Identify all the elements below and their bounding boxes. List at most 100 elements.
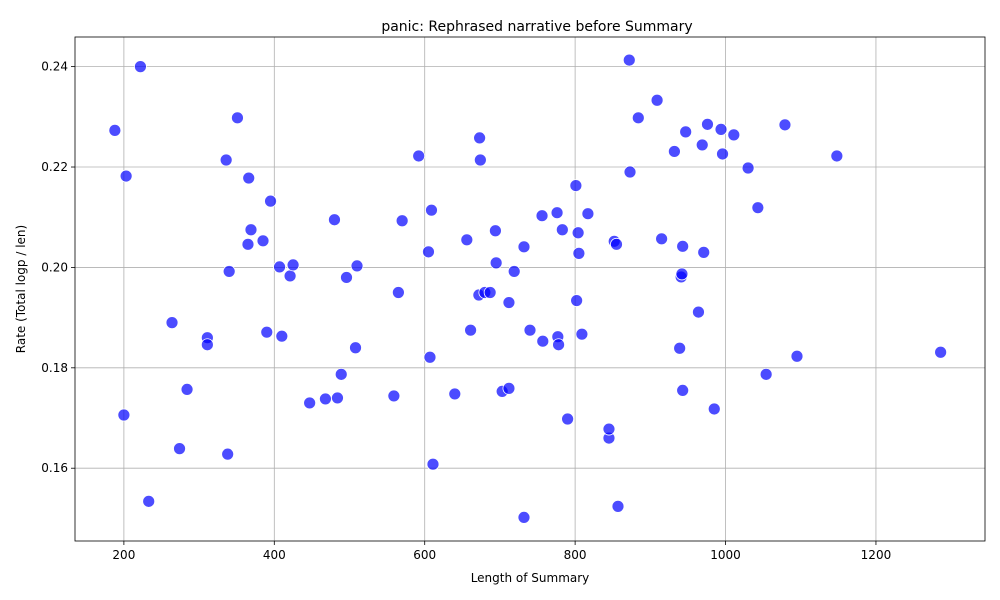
data-point <box>426 457 440 471</box>
data-point <box>489 224 502 238</box>
data-point <box>219 153 233 167</box>
data-point <box>334 367 348 381</box>
x-axis-ticks: 200 400 600 800 1000 1200 <box>112 541 891 562</box>
data-point <box>667 145 681 158</box>
data-point <box>701 117 714 131</box>
data-point <box>221 447 235 461</box>
data-point <box>676 239 690 253</box>
points-layer <box>108 53 948 524</box>
y-tick-label: 0.18 <box>41 361 68 375</box>
data-point <box>695 138 709 152</box>
data-point <box>934 345 948 359</box>
data-point <box>536 334 550 348</box>
x-axis-label: Length of Summary <box>471 571 590 585</box>
data-point <box>631 111 645 125</box>
data-point <box>331 391 344 405</box>
data-point <box>571 226 585 240</box>
data-point <box>173 442 186 456</box>
data-point <box>778 118 792 132</box>
data-point <box>673 341 687 355</box>
chart-title: panic: Rephrased narrative before Summar… <box>381 19 692 35</box>
data-point <box>570 294 584 307</box>
data-point <box>692 305 705 319</box>
data-point <box>550 206 564 220</box>
data-point <box>350 259 364 273</box>
y-axis-label: Rate (Total logp / len) <box>14 225 28 353</box>
data-point <box>425 203 438 217</box>
data-point <box>561 412 575 426</box>
data-point <box>572 246 586 260</box>
data-point <box>422 245 435 259</box>
data-point <box>241 237 255 251</box>
data-point <box>119 169 133 183</box>
data-point <box>517 240 531 254</box>
data-point <box>502 381 516 395</box>
data-point <box>349 341 362 355</box>
data-point <box>569 179 583 192</box>
data-point <box>260 325 274 339</box>
data-point <box>387 389 401 403</box>
y-tick-label: 0.20 <box>41 260 68 274</box>
data-point <box>273 260 286 274</box>
data-point <box>830 149 844 163</box>
data-point <box>460 233 474 247</box>
data-point <box>275 329 289 343</box>
x-tick-label: 200 <box>112 548 135 562</box>
data-point <box>790 349 804 363</box>
data-point <box>464 323 477 337</box>
data-point <box>200 338 214 352</box>
data-point <box>117 408 131 422</box>
data-point <box>283 269 297 283</box>
data-point <box>395 214 409 228</box>
data-point <box>264 194 277 208</box>
x-tick-label: 800 <box>564 548 587 562</box>
x-tick-label: 600 <box>413 548 436 562</box>
plot-frame <box>74 36 986 542</box>
data-point <box>222 265 236 278</box>
data-point <box>473 131 487 145</box>
data-point <box>303 396 317 410</box>
data-point <box>655 232 669 246</box>
data-point <box>489 256 503 270</box>
data-point <box>676 384 690 397</box>
data-point <box>448 387 462 401</box>
data-point <box>552 338 565 352</box>
data-point <box>714 122 728 136</box>
data-point <box>602 422 616 436</box>
data-point <box>622 53 636 67</box>
data-point <box>650 93 664 107</box>
data-point <box>244 223 258 237</box>
data-point <box>391 286 405 299</box>
data-point <box>707 402 721 416</box>
data-point <box>473 153 487 167</box>
data-point <box>142 494 156 508</box>
data-point <box>517 511 531 524</box>
data-point <box>423 350 437 364</box>
data-point <box>675 267 689 281</box>
data-point <box>575 327 589 341</box>
data-point <box>242 171 256 185</box>
x-tick-label: 1000 <box>710 548 741 562</box>
data-point <box>679 125 693 139</box>
data-point <box>231 111 244 125</box>
data-point <box>165 316 179 330</box>
data-point <box>727 128 741 142</box>
data-point <box>741 161 755 175</box>
data-point <box>759 367 773 381</box>
data-point <box>256 234 270 248</box>
data-point <box>535 209 549 223</box>
data-point <box>581 207 595 221</box>
y-tick-label: 0.22 <box>41 160 68 174</box>
data-point <box>502 296 516 309</box>
data-point <box>286 258 300 272</box>
grid-layer <box>75 37 985 541</box>
data-point <box>328 213 341 227</box>
data-point <box>319 392 332 406</box>
data-point <box>134 60 147 74</box>
y-axis-ticks: 0.16 0.18 0.20 0.22 0.24 <box>41 60 75 475</box>
y-tick-label: 0.24 <box>41 60 68 74</box>
data-point <box>412 149 426 163</box>
data-point <box>610 237 623 251</box>
